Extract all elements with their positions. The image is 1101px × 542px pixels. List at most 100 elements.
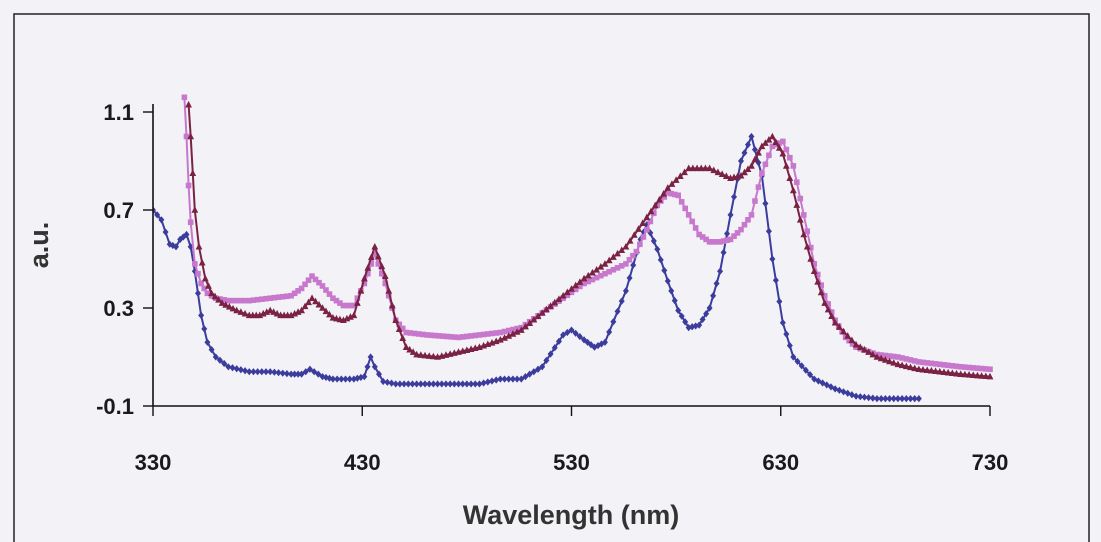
data-point <box>201 274 209 282</box>
data-point <box>241 309 249 317</box>
axes: 330 430 530 630 730 -0.1 0.3 0.7 1.1 <box>96 100 1008 475</box>
data-point <box>195 270 201 277</box>
data-point <box>463 380 470 388</box>
data-point <box>183 133 190 140</box>
data-point <box>957 364 964 370</box>
data-point <box>273 309 281 317</box>
data-point <box>793 201 801 208</box>
data-point <box>744 141 751 149</box>
data-point <box>322 307 330 315</box>
x-tick-label: 430 <box>344 450 381 475</box>
data-point <box>895 354 901 360</box>
data-point <box>572 281 580 289</box>
data-point <box>380 377 387 386</box>
data-point <box>630 261 637 269</box>
data-point <box>685 212 692 218</box>
data-point <box>748 132 755 141</box>
data-point <box>522 373 529 381</box>
data-point <box>911 358 918 364</box>
data-point <box>890 395 897 403</box>
data-point <box>978 372 986 379</box>
data-point <box>319 304 326 311</box>
data-point <box>183 230 190 239</box>
data-point <box>786 341 793 350</box>
data-point <box>765 227 772 235</box>
data-point <box>758 142 766 150</box>
data-point <box>643 213 651 221</box>
data-point <box>568 285 575 292</box>
data-point <box>568 289 575 296</box>
data-point <box>692 225 699 231</box>
data-point <box>861 345 868 353</box>
data-point <box>468 380 475 388</box>
data-point <box>413 350 421 358</box>
data-point <box>201 285 208 292</box>
x-tick-label: 530 <box>553 450 590 475</box>
data-point <box>340 302 347 309</box>
data-point <box>424 332 430 338</box>
data-point <box>425 352 433 359</box>
data-point <box>312 297 319 305</box>
data-point <box>969 371 977 378</box>
data-point <box>246 297 253 304</box>
data-point <box>661 266 668 275</box>
data-point <box>501 334 508 341</box>
data-point <box>832 385 839 393</box>
data-point <box>886 395 893 403</box>
data-point <box>246 368 253 376</box>
data-point <box>796 216 804 223</box>
data-point <box>514 375 521 383</box>
data-point <box>388 379 395 387</box>
data-point <box>334 375 341 383</box>
data-point <box>675 192 682 199</box>
data-point <box>411 330 418 337</box>
data-point <box>800 212 807 218</box>
data-point <box>903 395 910 403</box>
data-point <box>365 270 371 277</box>
data-point <box>932 367 939 375</box>
data-point <box>623 261 629 267</box>
data-point <box>535 365 542 373</box>
data-point <box>288 292 294 299</box>
data-point <box>438 380 445 388</box>
data-point <box>664 184 672 191</box>
data-point <box>323 287 329 293</box>
data-point <box>953 369 960 377</box>
data-point <box>678 199 685 205</box>
data-point <box>802 366 809 374</box>
data-point <box>306 365 313 373</box>
data-point <box>225 302 233 310</box>
data-point <box>218 299 226 306</box>
data-point <box>787 154 793 161</box>
data-point <box>374 252 382 260</box>
data-point <box>489 330 495 337</box>
data-point <box>593 274 600 281</box>
data-point <box>689 218 695 225</box>
data-point <box>798 362 805 370</box>
data-point <box>509 375 516 383</box>
data-point <box>330 295 336 301</box>
data-point <box>291 290 298 297</box>
data-point <box>710 166 718 174</box>
data-point <box>766 152 772 159</box>
data-point <box>789 186 797 194</box>
data-point <box>745 217 751 223</box>
data-point <box>800 230 808 238</box>
data-point <box>250 368 257 376</box>
data-point <box>308 294 316 301</box>
data-point <box>375 370 382 378</box>
data-point <box>601 260 609 267</box>
data-point <box>772 276 779 284</box>
data-point <box>818 282 825 288</box>
data-point <box>678 312 685 320</box>
data-point <box>610 266 617 273</box>
data-point <box>856 343 864 350</box>
data-point <box>384 378 391 386</box>
series-line <box>183 97 991 371</box>
data-point <box>932 361 939 367</box>
data-point <box>154 211 161 219</box>
data-point <box>329 375 336 383</box>
data-point <box>237 308 245 315</box>
data-point <box>907 363 914 371</box>
data-point <box>589 268 596 276</box>
